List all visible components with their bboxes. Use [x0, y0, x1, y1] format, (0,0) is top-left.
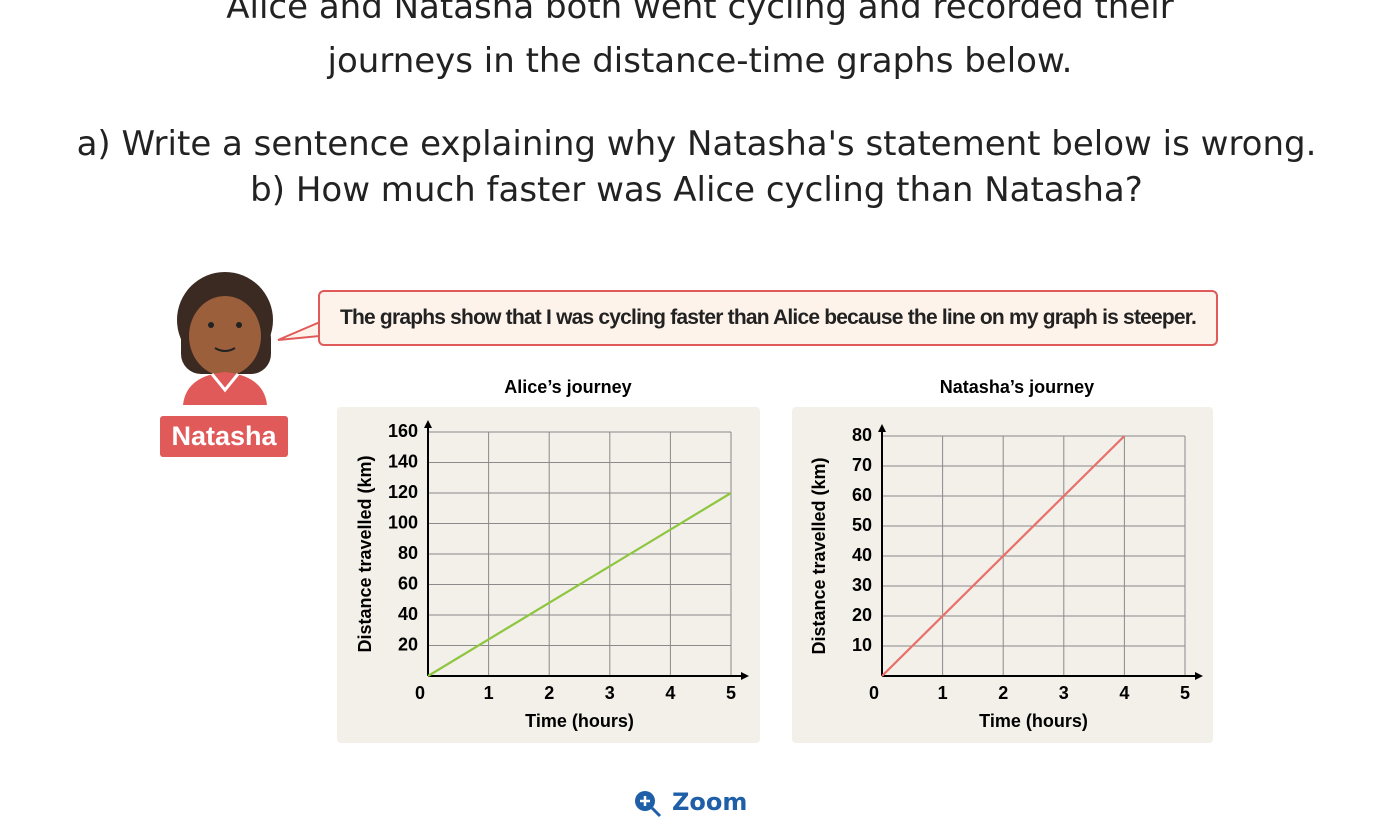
y-axis-arrow [424, 420, 432, 428]
y-axis-label: Distance travelled (km) [355, 455, 375, 652]
y-tick-label: 40 [398, 604, 418, 624]
x-axis-label: Time (hours) [525, 711, 634, 731]
zoom-icon-handle[interactable] [650, 806, 662, 818]
y-tick-label: 140 [388, 451, 418, 471]
avatar [177, 272, 321, 405]
y-tick-label: 40 [852, 545, 872, 565]
y-tick-label: 20 [852, 605, 872, 625]
chart-panel [337, 407, 760, 743]
y-tick-label: 50 [852, 515, 872, 535]
data-line [427, 492, 732, 677]
y-axis-label: Distance travelled (km) [809, 457, 829, 654]
x-tick-label: 2 [544, 683, 554, 703]
x-axis-label: Time (hours) [979, 711, 1088, 731]
chart-title: Natasha’s journey [940, 377, 1094, 397]
y-tick-label: 60 [852, 485, 872, 505]
zoom-button[interactable]: Zoom [672, 788, 748, 816]
x-tick-label: 2 [998, 683, 1008, 703]
speech-bubble: The graphs show that I was cycling faste… [318, 290, 1218, 346]
x-tick-label: 1 [938, 683, 948, 703]
y-tick-label: 60 [398, 573, 418, 593]
data-line [881, 435, 1126, 677]
y-tick-label: 70 [852, 455, 872, 475]
y-axis-arrow [878, 424, 886, 432]
x-tick-label: 0 [869, 683, 879, 703]
x-tick-label: 1 [484, 683, 494, 703]
y-tick-label: 80 [852, 425, 872, 445]
y-tick-label: 120 [388, 482, 418, 502]
x-axis-arrow [741, 672, 749, 680]
question-a: a) Write a sentence explaining why Natas… [76, 124, 1317, 164]
chart-panel [792, 407, 1213, 743]
y-tick-label: 20 [398, 634, 418, 654]
x-tick-label: 0 [415, 683, 425, 703]
y-tick-label: 100 [388, 512, 418, 532]
x-tick-label: 3 [605, 683, 615, 703]
y-tick-label: 160 [388, 421, 418, 441]
zoom-icon-plus[interactable] [640, 796, 650, 806]
x-axis-arrow [1195, 672, 1203, 680]
intro: Alice and Natasha both went cycling and … [226, 0, 1174, 81]
x-tick-label: 4 [1119, 683, 1129, 703]
chart-title: Alice’s journey [504, 377, 631, 397]
y-tick-label: 10 [852, 635, 872, 655]
x-tick-label: 5 [726, 683, 736, 703]
y-tick-label: 80 [398, 543, 418, 563]
question-b: b) How much faster was Alice cycling tha… [250, 170, 1143, 210]
y-tick-label: 30 [852, 575, 872, 595]
x-tick-label: 3 [1059, 683, 1069, 703]
x-tick-label: 4 [665, 683, 675, 703]
x-tick-label: 5 [1180, 683, 1190, 703]
speaker-label: Natasha [160, 416, 288, 457]
